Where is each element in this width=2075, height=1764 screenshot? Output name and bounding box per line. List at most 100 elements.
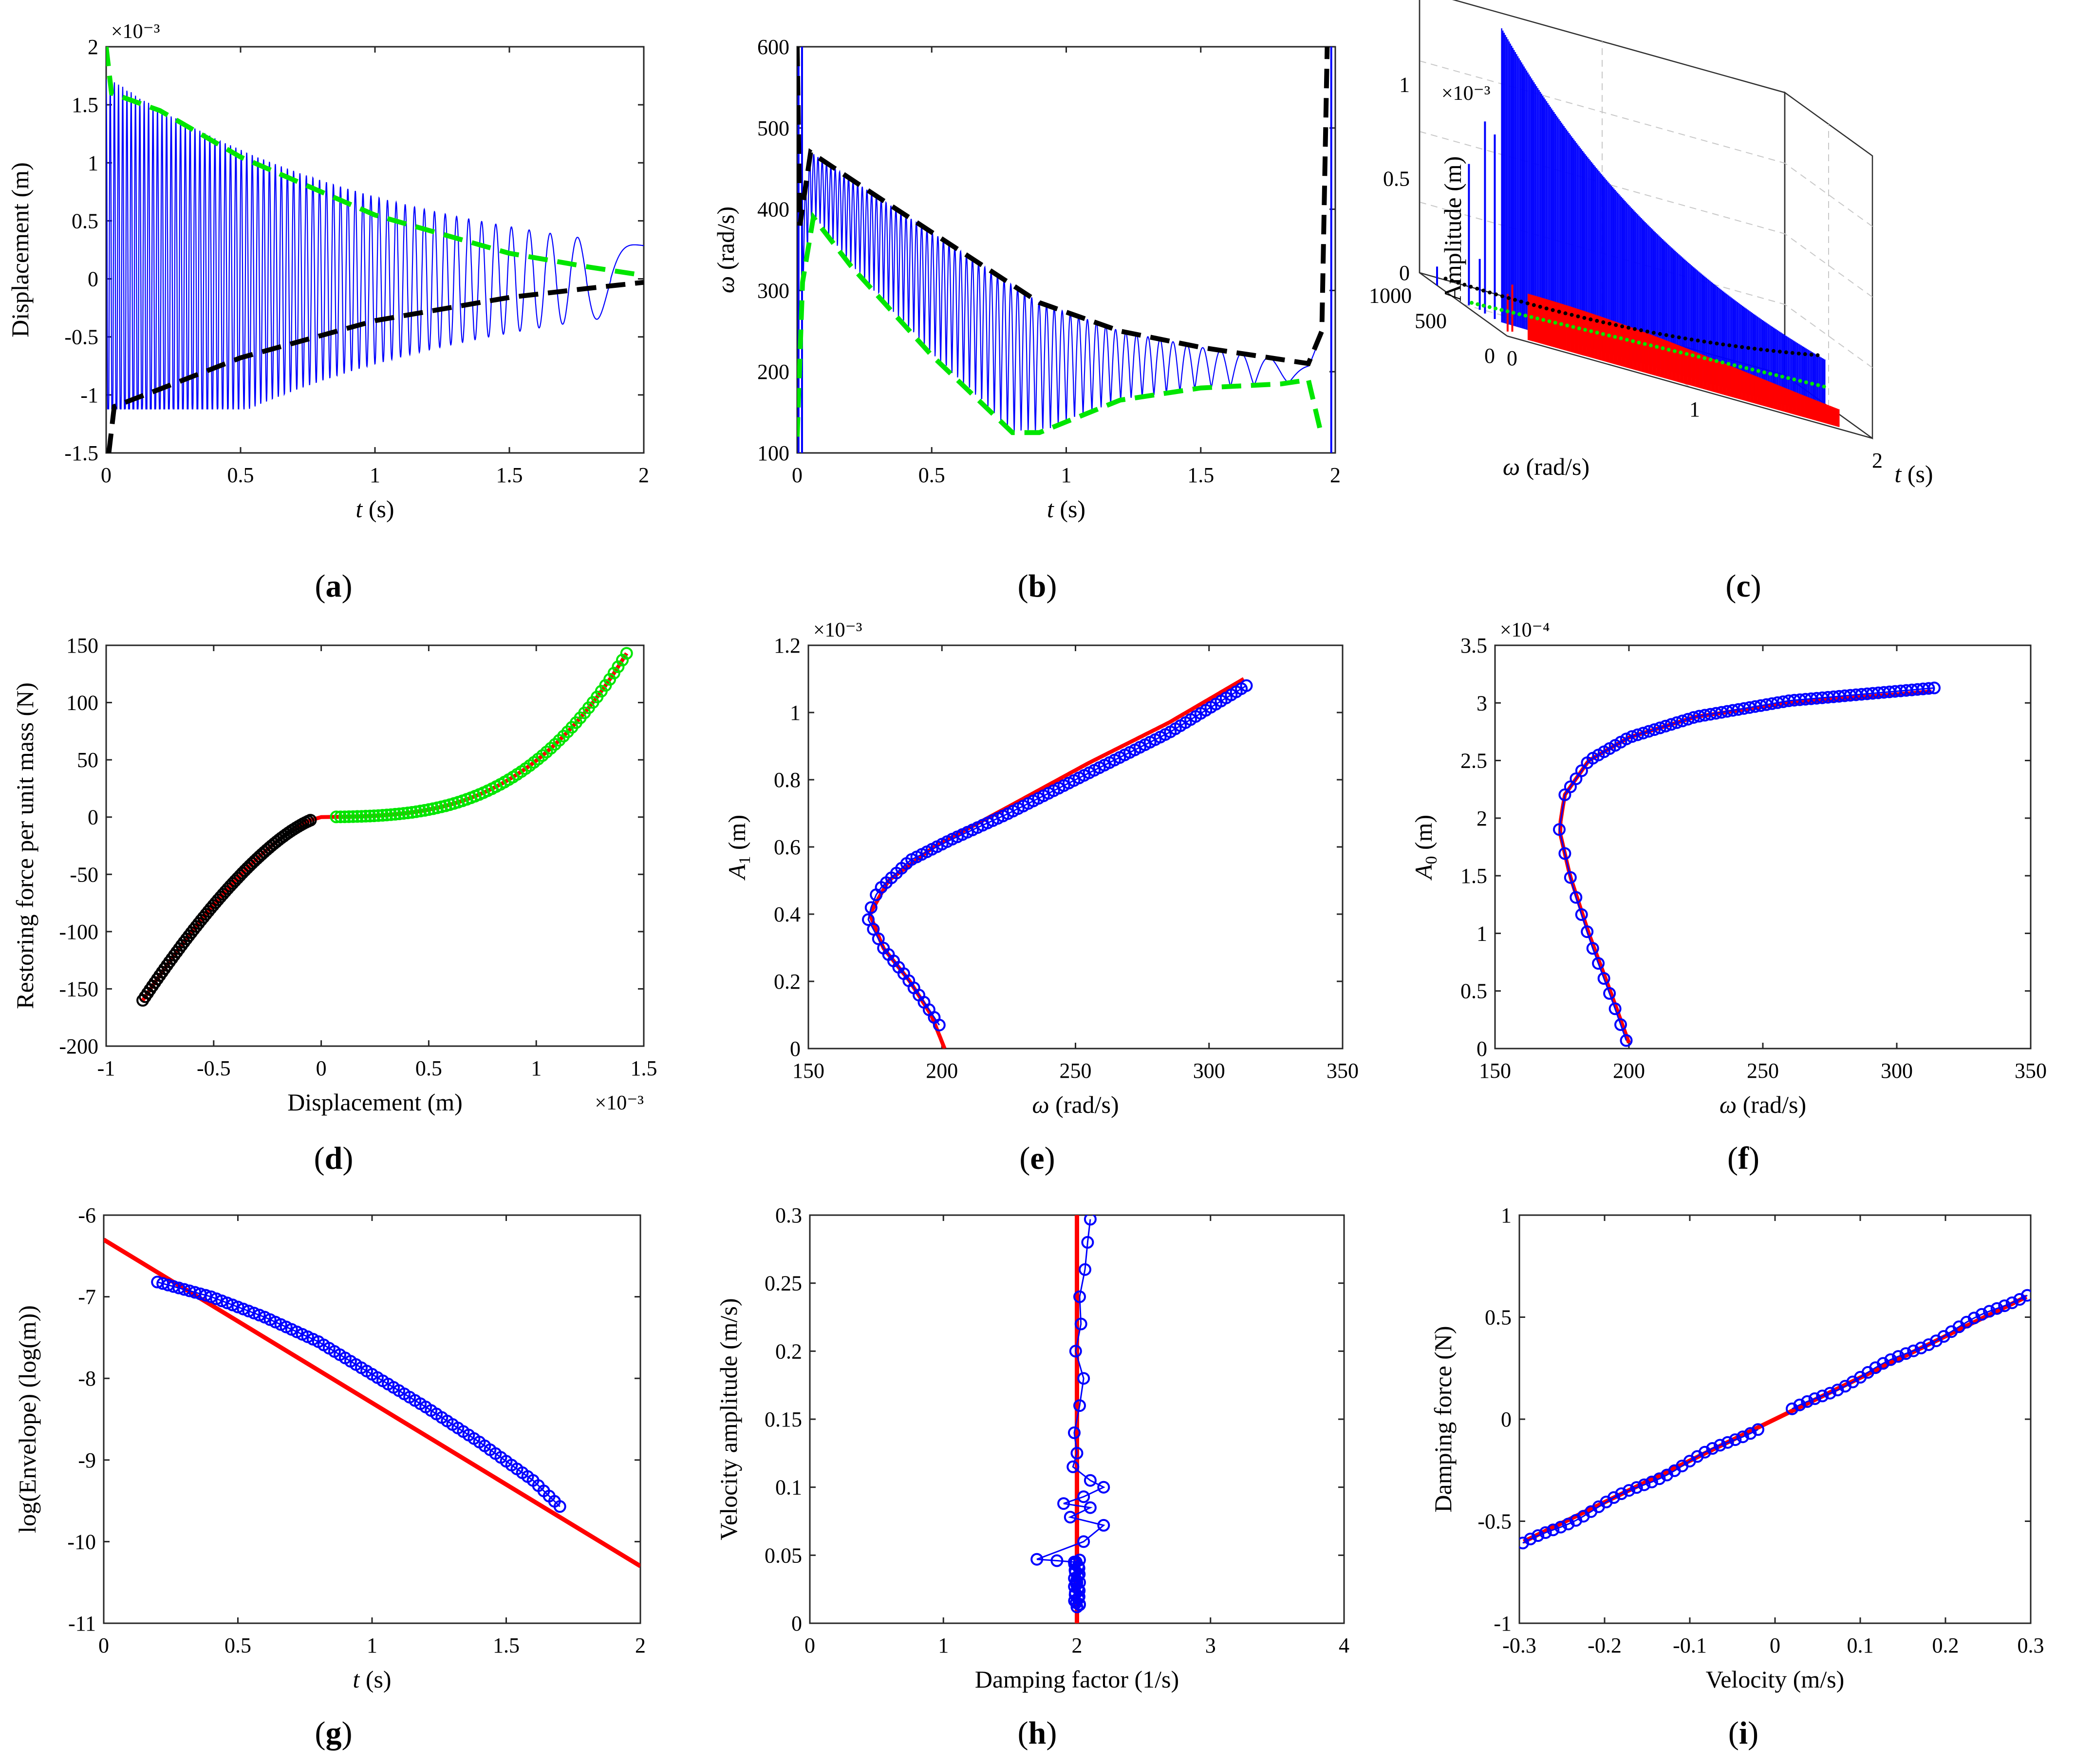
marker-identified (1914, 1341, 1927, 1354)
marker-identified (1907, 1344, 1920, 1357)
y-tick-label: 0.6 (774, 835, 801, 859)
t-axis-label: t (s) (1894, 460, 1933, 488)
black-dot (1740, 345, 1744, 349)
green-dot (1744, 366, 1749, 370)
x-tick-label: 3 (1205, 1633, 1216, 1657)
green-dot (1529, 315, 1533, 319)
x-tick-label: 200 (926, 1059, 958, 1083)
marker-log-envelope (553, 1500, 566, 1513)
series-upper-envelope (797, 47, 1330, 367)
green-dot (1553, 320, 1557, 325)
panel-caption-b: (b) (1018, 568, 1057, 604)
marker-identified (1597, 972, 1610, 985)
black-dot (1689, 338, 1694, 342)
x-axis-label: Damping factor (1/s) (975, 1666, 1179, 1693)
z-tick-label: 0.5 (1383, 167, 1410, 191)
caption-paren: ( (1018, 1715, 1028, 1751)
y-axis-label-unit: (m) (723, 815, 750, 856)
marker-identified (1079, 1263, 1091, 1276)
t-tick-label: 0 (1507, 346, 1517, 370)
y-tick-label: -9 (78, 1448, 96, 1472)
caption-paren: ( (1019, 1141, 1030, 1176)
omega-axis-line (1419, 272, 1508, 337)
x-axis-label-unit: (s) (1054, 495, 1085, 523)
x-tick-label: 350 (1327, 1059, 1359, 1083)
t-tick-label: 2 (1872, 449, 1883, 472)
y-tick-label: 0.4 (774, 902, 801, 926)
green-dot (1511, 311, 1515, 315)
omega-tick-label: 1000 (1369, 284, 1412, 308)
green-dot (1559, 322, 1564, 326)
x-tick-label: 0.2 (1932, 1633, 1959, 1657)
caption-paren: ) (342, 1715, 353, 1751)
marker-identified (1892, 1350, 1905, 1363)
marker-identified (1823, 1387, 1836, 1400)
x-axis-label-symbol: t (1047, 495, 1054, 523)
caption-paren: ( (315, 1715, 326, 1751)
caption-paren: ) (342, 1141, 353, 1176)
green-dot (1643, 342, 1647, 346)
marker-positive-branch (612, 660, 625, 673)
black-dot (1815, 353, 1820, 357)
x-tick-label: 0 (98, 1633, 109, 1657)
y-tick-label: -11 (68, 1612, 96, 1635)
marker-identified (1097, 1519, 1110, 1532)
caption-letter: g (326, 1715, 342, 1751)
black-dot (1494, 292, 1498, 297)
y-tick-label: 0.25 (765, 1272, 802, 1295)
marker-identified (1073, 1399, 1086, 1412)
series-signal (106, 79, 644, 410)
x-tick-label: -0.1 (1673, 1633, 1707, 1657)
chart-d-frame (105, 644, 645, 1047)
black-dot (1746, 346, 1751, 350)
x-tick-label: 1 (370, 463, 380, 487)
series-identified-line (1558, 687, 1935, 1041)
x-tick-label: -0.5 (197, 1056, 231, 1080)
marker-identified (1682, 713, 1695, 726)
marker-identified (1057, 1497, 1070, 1510)
marker-positive-branch (330, 810, 343, 824)
y-tick-label: 100 (757, 441, 789, 465)
caption-letter: c (1736, 568, 1750, 604)
grid-line (1784, 304, 1873, 368)
marker-identified (1562, 1518, 1575, 1531)
black-dot (1777, 349, 1782, 354)
marker-identified (1653, 721, 1666, 734)
black-dot (1462, 282, 1467, 287)
x-exponent-label: ×10⁻³ (595, 1092, 644, 1114)
y-tick-label: -8 (78, 1367, 96, 1390)
marker-identified (2005, 1296, 2019, 1309)
plot-area (104, 1238, 640, 1568)
black-dot (1759, 347, 1763, 352)
green-dot (1655, 345, 1659, 349)
black-dot (1708, 340, 1713, 345)
black-dot (1633, 327, 1637, 331)
marker-identified (877, 941, 890, 955)
plot-area (106, 47, 644, 453)
x-axis-label-symbol: t (353, 1666, 360, 1693)
x-tick-label: 0 (804, 1633, 815, 1657)
marker-identified (1603, 987, 1616, 1000)
x-axis-label: Velocity (m/s) (1706, 1666, 1845, 1693)
x-tick-label: 300 (1193, 1059, 1225, 1083)
x-tick-label: 150 (1479, 1059, 1511, 1083)
y-tick-label: -200 (59, 1034, 98, 1058)
y-axis-label-subscript: 0 (1422, 856, 1440, 864)
marker-identified (1553, 823, 1566, 836)
y-tick-label: 1.5 (1460, 864, 1487, 888)
x-tick-label: 0.5 (227, 463, 254, 487)
x-axis-label: ω (rad/s) (1032, 1091, 1119, 1118)
marker-positive-branch (603, 673, 617, 686)
caption-paren: ( (1727, 1141, 1738, 1176)
green-dot (1648, 343, 1653, 348)
x-tick-label: 300 (1881, 1059, 1913, 1083)
omega-axis-label-unit: (rad/s) (1520, 453, 1589, 480)
green-dot (1714, 359, 1719, 363)
marker-identified (1664, 718, 1678, 731)
green-dot (1481, 303, 1486, 308)
marker-identified (1877, 1357, 1889, 1370)
green-dot (1720, 360, 1725, 365)
x-axis-label: t (s) (1047, 495, 1085, 523)
marker-positive-branch (607, 667, 620, 680)
caption-letter: h (1028, 1715, 1047, 1751)
